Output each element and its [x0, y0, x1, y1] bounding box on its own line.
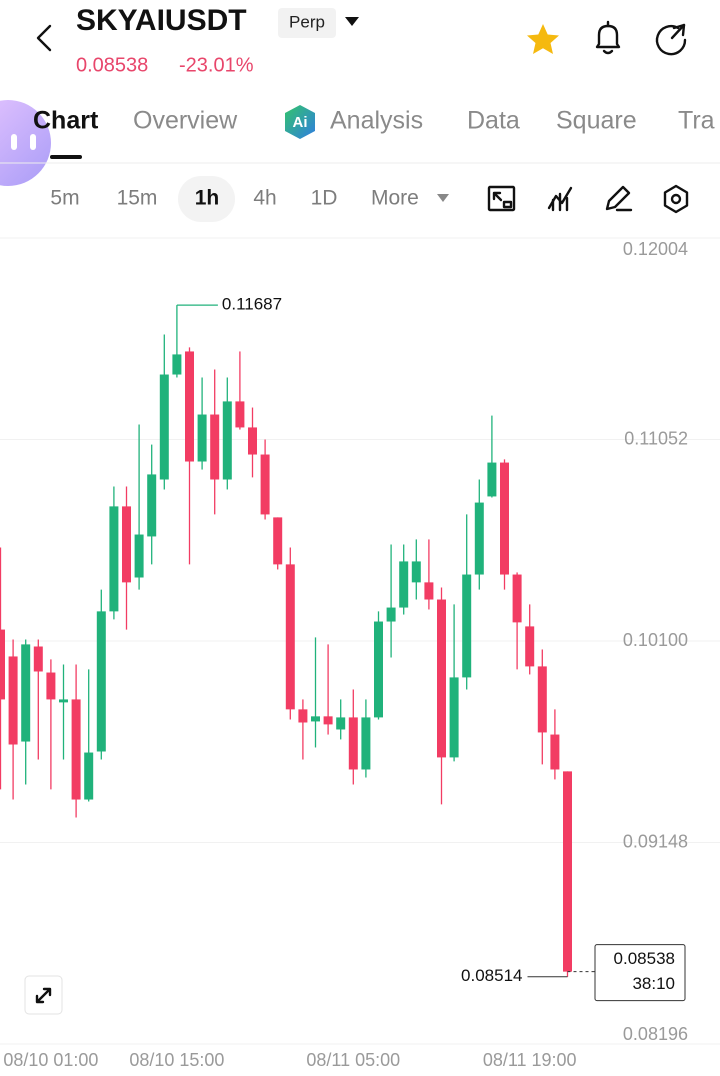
candle-body [147, 474, 157, 537]
more-arrow[interactable] [437, 194, 449, 202]
candle-body [96, 611, 106, 752]
tab[interactable]: Square [556, 107, 637, 135]
back-button[interactable] [36, 24, 52, 52]
interval-more[interactable]: More [371, 187, 419, 210]
candle-body [449, 677, 459, 758]
candle-body [361, 717, 371, 770]
ai-icon [285, 105, 315, 139]
candle-body [411, 561, 421, 583]
y-tick-label: 0.08196 [623, 1024, 688, 1044]
chart-layout-tool[interactable] [487, 185, 516, 212]
bubble-eye [11, 134, 17, 150]
candle-body [134, 534, 144, 578]
candle-body [437, 599, 446, 758]
candle-body [248, 427, 257, 455]
share[interactable] [655, 23, 687, 56]
x-tick-label: 08/11 19:00 [483, 1050, 577, 1070]
candle-body [235, 401, 245, 428]
low-label: 0.08514 [461, 966, 522, 985]
indicator-tool[interactable] [547, 186, 573, 212]
badge[interactable]: Perp [289, 12, 325, 31]
grid [0, 237, 720, 1045]
ai-icon-text: Ai [293, 114, 308, 131]
candle-body [474, 502, 484, 575]
candle-body [210, 414, 220, 480]
candle-body [500, 462, 509, 575]
expand-icon [35, 987, 52, 1004]
candle-body [487, 462, 497, 497]
price: 0.08538 [76, 54, 148, 76]
last-price-label: 0.08538 [614, 949, 675, 968]
tab[interactable]: Analysis [330, 107, 423, 135]
candle-body [0, 629, 5, 700]
candle-body [8, 656, 18, 745]
candle-body [462, 574, 472, 678]
interval[interactable]: 5m [50, 187, 79, 210]
draw-tool[interactable] [605, 185, 633, 212]
candle-body [525, 626, 535, 667]
candle-body [172, 354, 182, 375]
candle-body [59, 699, 68, 703]
candle-body [550, 734, 560, 770]
bubble-eye [30, 134, 36, 150]
interval-selected[interactable]: 1h [195, 187, 220, 210]
candle-body [197, 414, 207, 462]
candle-body [386, 607, 396, 622]
candle-body [374, 621, 383, 718]
badge-bg [278, 8, 336, 38]
candle-body [323, 716, 333, 725]
candle-body [222, 401, 232, 480]
candle-body [424, 582, 434, 600]
settings-tool[interactable] [663, 184, 689, 214]
candle-body [260, 454, 270, 515]
candle-body [348, 717, 358, 770]
tab-underline [50, 155, 82, 159]
interval[interactable]: 1D [311, 187, 338, 210]
candle-body [71, 699, 81, 800]
interval-selected-bg [178, 176, 235, 222]
candle-body [109, 506, 119, 612]
candle-body [159, 374, 169, 480]
chart: 0.12004 0.11052 0.10100 0.09148 0.08196 08/10… [0, 237, 720, 1070]
countdown-label: 38:10 [632, 974, 675, 993]
x-tick-label: 08/10 15:00 [129, 1050, 224, 1070]
interval[interactable]: 15m [117, 187, 158, 210]
alert-bell[interactable] [595, 20, 621, 55]
x-tick-label: 08/11 05:00 [306, 1050, 400, 1070]
y-tick-label: 0.12004 [623, 239, 688, 259]
x-tick-label: 08/10 01:00 [3, 1050, 98, 1070]
dropdown-arrow[interactable] [345, 17, 359, 26]
candle-body [399, 561, 409, 608]
candle-body [122, 506, 131, 583]
candle-body [84, 752, 94, 800]
tab[interactable]: Overview [133, 107, 238, 135]
candle-body [285, 564, 295, 710]
candle-body [46, 672, 56, 700]
candle-body [21, 644, 31, 742]
candle-body [563, 771, 572, 972]
candle-body [311, 716, 320, 722]
last-price-box [594, 944, 686, 1002]
candle-body [33, 646, 43, 672]
candle-body [537, 666, 547, 733]
candle-body [273, 517, 283, 565]
candle-body [298, 709, 308, 723]
assistant-bubble[interactable] [0, 100, 51, 186]
y-tick-label: 0.10100 [623, 630, 688, 650]
tab[interactable]: Data [467, 107, 520, 135]
change: -23.01% [179, 54, 254, 76]
tab[interactable]: Tra [678, 107, 715, 135]
candle-body [185, 351, 194, 462]
y-tick-label: 0.09148 [623, 831, 688, 851]
symbol: SKYAIUSDT [76, 4, 247, 37]
favorite-star[interactable] [527, 24, 559, 54]
tab-active[interactable]: Chart [33, 107, 99, 135]
candle-body [512, 574, 522, 623]
high-label: 0.11687 [222, 295, 282, 314]
interval[interactable]: 4h [253, 187, 276, 210]
y-tick-label: 0.11052 [624, 428, 688, 448]
candle-body [336, 717, 346, 730]
